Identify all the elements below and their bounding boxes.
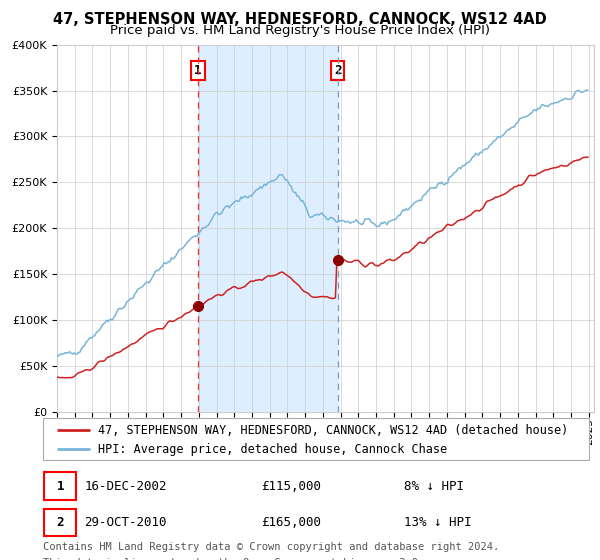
FancyBboxPatch shape [44,509,76,536]
Text: HPI: Average price, detached house, Cannock Chase: HPI: Average price, detached house, Cann… [98,443,447,456]
Text: 2: 2 [56,516,64,529]
Text: 1: 1 [56,479,64,493]
Text: 47, STEPHENSON WAY, HEDNESFORD, CANNOCK, WS12 4AD (detached house): 47, STEPHENSON WAY, HEDNESFORD, CANNOCK,… [98,423,568,437]
Text: Contains HM Land Registry data © Crown copyright and database right 2024.: Contains HM Land Registry data © Crown c… [43,542,499,552]
Bar [198,45,338,412]
Text: £115,000: £115,000 [262,479,322,493]
Text: 13% ↓ HPI: 13% ↓ HPI [404,516,471,529]
FancyBboxPatch shape [44,473,76,500]
Text: 8% ↓ HPI: 8% ↓ HPI [404,479,464,493]
Text: £165,000: £165,000 [262,516,322,529]
Text: 16-DEC-2002: 16-DEC-2002 [84,479,167,493]
Text: 1: 1 [194,64,202,77]
Text: 2: 2 [334,64,341,77]
Text: This data is licensed under the Open Government Licence v3.0.: This data is licensed under the Open Gov… [43,558,424,560]
Text: 47, STEPHENSON WAY, HEDNESFORD, CANNOCK, WS12 4AD: 47, STEPHENSON WAY, HEDNESFORD, CANNOCK,… [53,12,547,27]
Text: Price paid vs. HM Land Registry's House Price Index (HPI): Price paid vs. HM Land Registry's House … [110,24,490,37]
Text: 29-OCT-2010: 29-OCT-2010 [84,516,167,529]
FancyBboxPatch shape [43,418,589,460]
